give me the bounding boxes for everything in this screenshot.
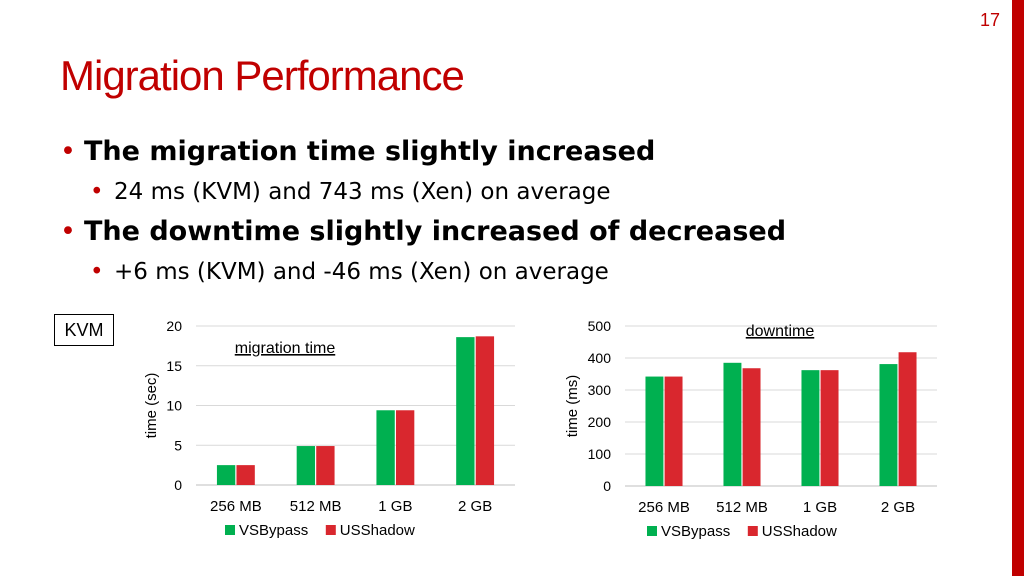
y-tick-label: 100 (588, 446, 612, 462)
legend-swatch (225, 525, 235, 535)
y-tick-label: 400 (588, 350, 612, 366)
y-tick-label: 500 (588, 318, 612, 334)
migration-time-chart: 0 5 10 15 20 time (sec) migration time 256 MB 51… (143, 318, 515, 539)
legend-label: USShadow (762, 523, 837, 540)
legend-swatch (647, 526, 657, 536)
y-tick-label: 0 (603, 478, 611, 494)
y-tick-label: 0 (174, 477, 182, 493)
bullet-level1: The migration time slightly increased (60, 132, 960, 172)
legend-label: VSBypass (661, 523, 730, 540)
legend-label: USShadow (340, 522, 415, 539)
chart-annotation: migration time (235, 340, 336, 357)
bullet-level2: +6 ms (KVM) and -46 ms (Xen) on average (60, 252, 960, 292)
y-tick-label: 10 (166, 398, 182, 414)
downtime-chart: 0 100 200 300 400 500 time (ms) downtime 256 MB 5… (564, 318, 937, 540)
accent-side-bar (1012, 0, 1024, 576)
bar-vsbypass (216, 465, 236, 485)
bar-usshadow (820, 370, 839, 486)
bar-vsbypass (296, 446, 316, 485)
slide-number: 17 (979, 10, 1000, 30)
y-tick-label: 5 (174, 437, 182, 453)
slide-title: Migration Performance (60, 52, 465, 99)
legend-swatch (325, 525, 336, 535)
bar-usshadow (316, 446, 335, 485)
y-tick-label: 20 (166, 318, 182, 334)
bullet-level2: 24 ms (KVM) and 743 ms (Xen) on average (60, 172, 960, 212)
chart-annotation: downtime (746, 323, 815, 340)
bar-usshadow (898, 352, 917, 486)
bullet-level1: The downtime slightly increased of decre… (60, 212, 960, 252)
bar-vsbypass (376, 410, 395, 485)
x-tick-label: 1 GB (803, 499, 837, 516)
bar-usshadow (475, 336, 495, 485)
y-axis-label: time (sec) (143, 373, 160, 439)
bullet-list: The migration time slightly increased 24… (60, 132, 960, 292)
x-tick-label: 512 MB (290, 498, 342, 515)
x-tick-label: 1 GB (378, 498, 412, 515)
x-tick-label: 256 MB (210, 498, 262, 515)
bar-vsbypass (723, 362, 742, 486)
bar-usshadow (664, 376, 683, 486)
x-tick-label: 256 MB (638, 499, 690, 516)
bar-usshadow (395, 410, 415, 485)
x-tick-label: 2 GB (881, 499, 915, 516)
y-tick-label: 15 (166, 358, 182, 374)
y-tick-label: 200 (588, 414, 612, 430)
bar-vsbypass (645, 376, 664, 486)
y-tick-label: 300 (588, 382, 612, 398)
x-tick-label: 512 MB (716, 499, 768, 516)
bar-vsbypass (456, 337, 475, 485)
bar-usshadow (742, 368, 761, 486)
bar-usshadow (236, 465, 255, 485)
kvm-label-box: KVM (54, 314, 114, 346)
bar-vsbypass (801, 370, 820, 486)
legend-swatch (747, 526, 758, 536)
x-tick-label: 2 GB (458, 498, 492, 515)
bar-vsbypass (879, 364, 898, 486)
y-axis-label: time (ms) (564, 375, 581, 438)
legend-label: VSBypass (239, 522, 308, 539)
